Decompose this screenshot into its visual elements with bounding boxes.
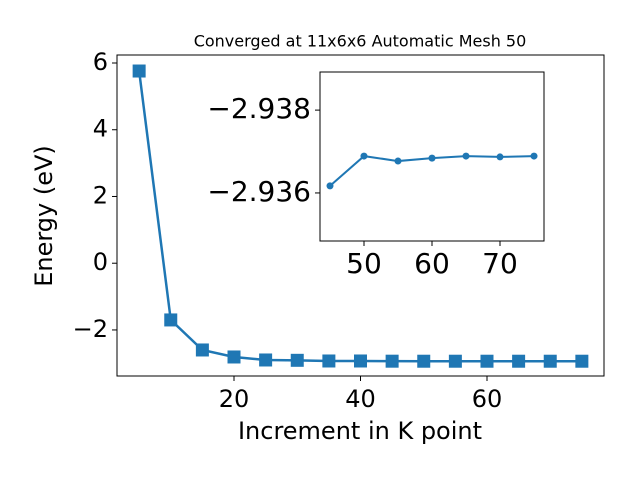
x-tick-label: 60	[414, 247, 450, 280]
y-tick-label: 2	[93, 181, 108, 209]
marker	[575, 354, 589, 368]
marker	[326, 182, 334, 190]
x-tick-label: 40	[345, 385, 376, 413]
marker	[164, 313, 178, 327]
x-tick-label: 20	[219, 385, 250, 413]
marker	[227, 350, 241, 364]
marker	[480, 354, 494, 368]
marker	[259, 353, 273, 367]
marker	[354, 354, 367, 368]
y-axis-label: Energy (eV)	[30, 145, 58, 287]
y-tick-label: 6	[93, 48, 108, 76]
marker	[496, 153, 504, 161]
marker	[530, 152, 538, 160]
marker	[512, 354, 526, 368]
marker	[417, 354, 431, 368]
marker	[360, 152, 368, 160]
marker	[290, 353, 304, 367]
marker	[322, 354, 336, 368]
marker	[385, 354, 399, 368]
marker	[394, 157, 402, 165]
y-tick-label: 0	[93, 248, 108, 276]
x-tick-label: 50	[346, 247, 382, 280]
marker	[195, 343, 209, 357]
x-tick-label: 60	[472, 385, 503, 413]
y-tick-label: −2.938	[207, 92, 311, 125]
marker	[428, 154, 436, 162]
marker	[543, 354, 557, 368]
x-axis-label: Increment in K point	[238, 417, 482, 445]
marker	[462, 152, 470, 160]
y-tick-label: 4	[93, 115, 108, 143]
chart-title: Converged at 11x6x6 Automatic Mesh 50	[194, 32, 527, 51]
marker	[132, 64, 146, 78]
x-tick-label: 70	[482, 247, 518, 280]
y-tick-label: −2	[73, 315, 108, 343]
marker	[448, 354, 462, 368]
y-tick-label: −2.936	[207, 175, 311, 208]
